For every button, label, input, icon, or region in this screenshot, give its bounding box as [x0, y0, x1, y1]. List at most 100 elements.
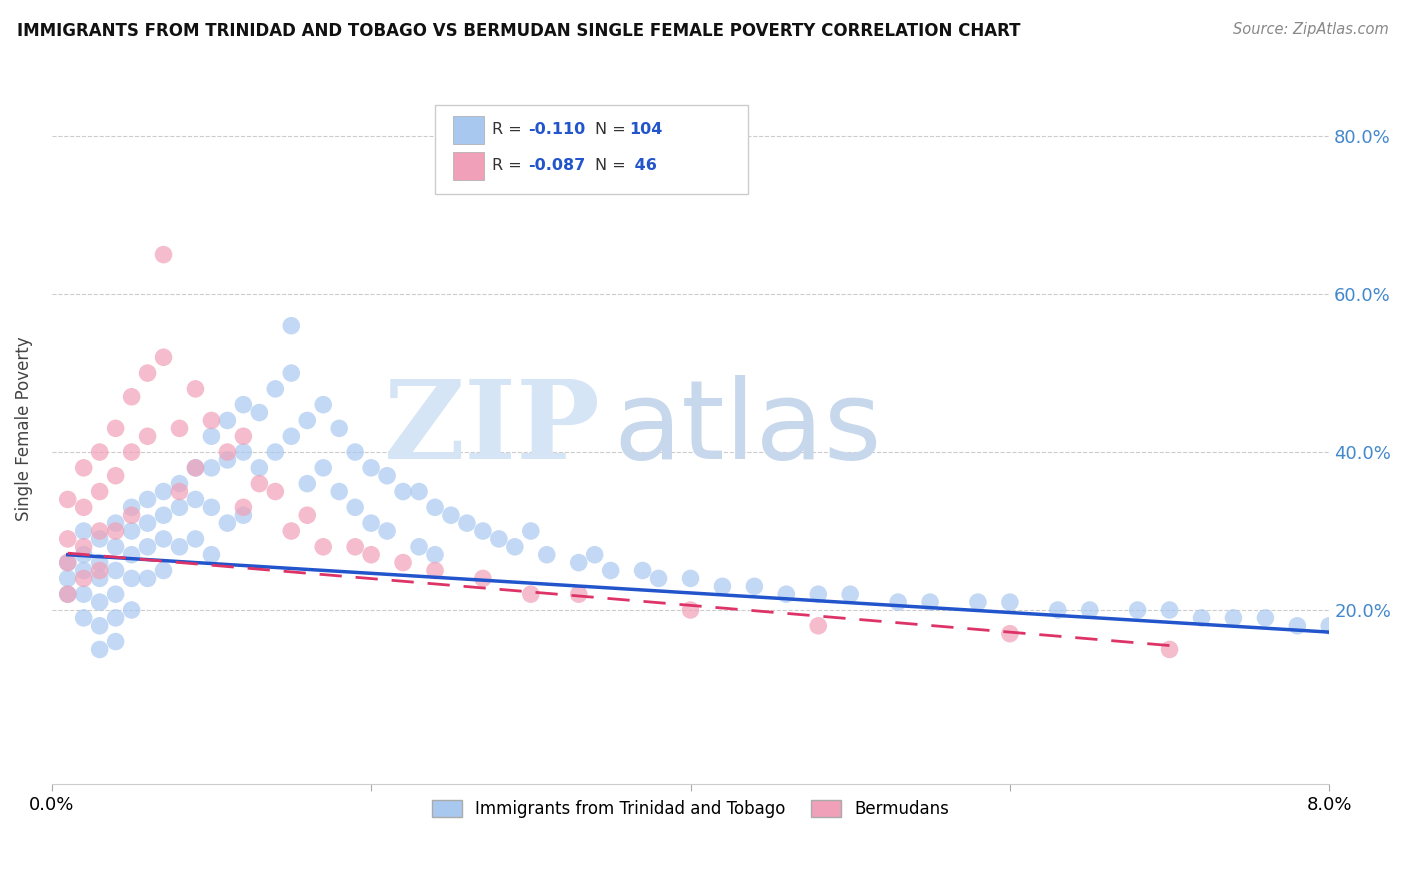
Point: [152, 532, 174, 546]
Point: [169, 476, 191, 491]
Point: [121, 508, 143, 523]
Point: [56, 587, 79, 601]
Point: [711, 579, 734, 593]
Point: [56, 532, 79, 546]
Point: [1254, 611, 1277, 625]
Point: [184, 532, 207, 546]
Point: [121, 390, 143, 404]
Text: atlas: atlas: [614, 375, 883, 482]
Point: [56, 571, 79, 585]
Point: [1222, 611, 1244, 625]
Point: [73, 540, 96, 554]
Point: [328, 484, 350, 499]
Point: [104, 611, 127, 625]
Point: [775, 587, 797, 601]
Point: [200, 413, 222, 427]
Point: [247, 476, 270, 491]
Text: IMMIGRANTS FROM TRINIDAD AND TOBAGO VS BERMUDAN SINGLE FEMALE POVERTY CORRELATIO: IMMIGRANTS FROM TRINIDAD AND TOBAGO VS B…: [17, 22, 1021, 40]
Point: [312, 540, 335, 554]
Point: [184, 382, 207, 396]
Point: [89, 619, 111, 633]
Point: [360, 548, 382, 562]
Point: [440, 508, 463, 523]
Point: [887, 595, 910, 609]
Point: [121, 445, 143, 459]
Point: [536, 548, 558, 562]
Point: [152, 247, 174, 261]
Point: [520, 524, 543, 538]
Point: [121, 548, 143, 562]
Point: [89, 445, 111, 459]
Point: [232, 429, 254, 443]
Point: [73, 460, 96, 475]
Point: [104, 524, 127, 538]
Point: [280, 318, 302, 333]
Point: [807, 587, 830, 601]
Point: [169, 484, 191, 499]
Point: [344, 540, 367, 554]
Point: [280, 429, 302, 443]
Point: [568, 556, 591, 570]
Point: [599, 564, 621, 578]
Text: -0.087: -0.087: [529, 159, 585, 173]
Point: [89, 595, 111, 609]
Text: ZIP: ZIP: [384, 375, 602, 482]
Point: [998, 626, 1021, 640]
Point: [679, 571, 702, 585]
Point: [136, 516, 159, 530]
Point: [1126, 603, 1149, 617]
Point: [56, 556, 79, 570]
Text: -0.110: -0.110: [529, 122, 585, 137]
Point: [375, 468, 398, 483]
Point: [104, 587, 127, 601]
Point: [471, 524, 494, 538]
Point: [89, 571, 111, 585]
Point: [152, 508, 174, 523]
Point: [297, 413, 319, 427]
Point: [312, 460, 335, 475]
Point: [136, 571, 159, 585]
Point: [839, 587, 862, 601]
Point: [679, 603, 702, 617]
Point: [136, 540, 159, 554]
Point: [104, 468, 127, 483]
Point: [200, 500, 222, 515]
Point: [73, 524, 96, 538]
Point: [56, 587, 79, 601]
Point: [998, 595, 1021, 609]
Text: 104: 104: [630, 122, 662, 137]
FancyBboxPatch shape: [434, 105, 748, 194]
Point: [264, 382, 287, 396]
Text: R =: R =: [492, 122, 527, 137]
Point: [247, 406, 270, 420]
Point: [104, 564, 127, 578]
Point: [503, 540, 526, 554]
Point: [1078, 603, 1101, 617]
Point: [56, 556, 79, 570]
Point: [121, 500, 143, 515]
Point: [1191, 611, 1213, 625]
Point: [408, 484, 430, 499]
Point: [280, 524, 302, 538]
Point: [967, 595, 990, 609]
Point: [89, 524, 111, 538]
Point: [280, 366, 302, 380]
Point: [73, 500, 96, 515]
Point: [232, 508, 254, 523]
Point: [184, 460, 207, 475]
Point: [73, 587, 96, 601]
Point: [344, 500, 367, 515]
Point: [568, 587, 591, 601]
Point: [1159, 603, 1181, 617]
Point: [200, 460, 222, 475]
Point: [918, 595, 941, 609]
Point: [312, 398, 335, 412]
Point: [1159, 642, 1181, 657]
Point: [104, 634, 127, 648]
Point: [200, 548, 222, 562]
Point: [1317, 619, 1340, 633]
Point: [121, 571, 143, 585]
Point: [647, 571, 669, 585]
Point: [73, 564, 96, 578]
Point: [264, 484, 287, 499]
